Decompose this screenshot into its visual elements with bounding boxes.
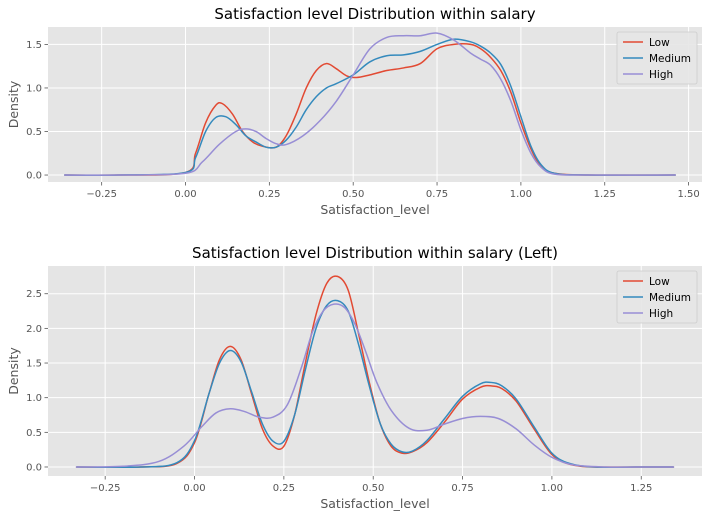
chart-title: Satisfaction level Distribution within s…	[192, 244, 558, 262]
y-tick-label: 1.0	[26, 393, 42, 404]
y-tick-label: 1.0	[26, 83, 42, 94]
x-tick-label: 1.50	[677, 189, 699, 200]
x-tick-label: 0.00	[183, 483, 205, 494]
y-tick-label: 0.5	[26, 428, 42, 439]
legend-box	[616, 270, 698, 324]
x-tick-label: 1.00	[510, 189, 532, 200]
x-tick-label: 1.25	[594, 189, 616, 200]
x-tick-label: 1.25	[630, 483, 652, 494]
series-line-high	[75, 303, 675, 468]
legend-box	[616, 31, 698, 85]
series-line-medium	[64, 38, 676, 176]
x-tick-label: −0.25	[90, 483, 121, 494]
x-tick-label: 0.25	[258, 189, 280, 200]
legend: Low Medium High	[616, 31, 698, 85]
chart-top: −0.25 0.00 0.25 0.50 0.75 1.00 1.25 1.50 0.0 0.5 1…	[6, 5, 702, 217]
x-tick-label: −0.25	[86, 189, 117, 200]
legend-label-medium: Medium	[649, 53, 691, 65]
legend-label-medium: Medium	[649, 292, 691, 304]
x-tick-label: 0.75	[426, 189, 448, 200]
y-tick-label: 2.0	[26, 324, 42, 335]
series-line-medium	[75, 299, 675, 469]
y-axis-label: Density	[6, 347, 21, 395]
plot-background	[48, 266, 702, 476]
y-tick-label: 1.5	[26, 40, 42, 51]
x-tick-label: 1.00	[541, 483, 563, 494]
y-tick-label: 0.0	[26, 462, 42, 473]
x-tick-label: 0.50	[362, 483, 384, 494]
x-tick-label: 0.50	[342, 189, 364, 200]
x-tick-label: 0.25	[273, 483, 295, 494]
legend-label-low: Low	[649, 276, 670, 288]
legend: Low Medium High	[616, 270, 698, 324]
series-line-high	[64, 32, 676, 176]
legend-label-high: High	[649, 69, 673, 81]
y-tick-label: 0.5	[26, 127, 42, 138]
x-axis-label: Satisfaction_level	[320, 202, 429, 217]
plot-background	[48, 27, 702, 182]
chart-title: Satisfaction level Distribution within s…	[214, 5, 535, 23]
chart-bottom: −0.25 0.00 0.25 0.50 0.75 1.00 1.25 0.0 0.5 1.0 1.…	[6, 244, 702, 511]
y-axis-label: Density	[6, 80, 21, 128]
legend-label-low: Low	[649, 37, 670, 49]
x-tick-label: 0.75	[451, 483, 473, 494]
y-tick-label: 2.5	[26, 289, 42, 300]
y-tick-label: 1.5	[26, 359, 42, 370]
x-axis-label: Satisfaction_level	[320, 496, 429, 511]
y-tick-label: 0.0	[26, 171, 42, 182]
legend-label-high: High	[649, 308, 673, 320]
series-line-low	[64, 43, 676, 176]
x-tick-label: 0.00	[174, 189, 196, 200]
